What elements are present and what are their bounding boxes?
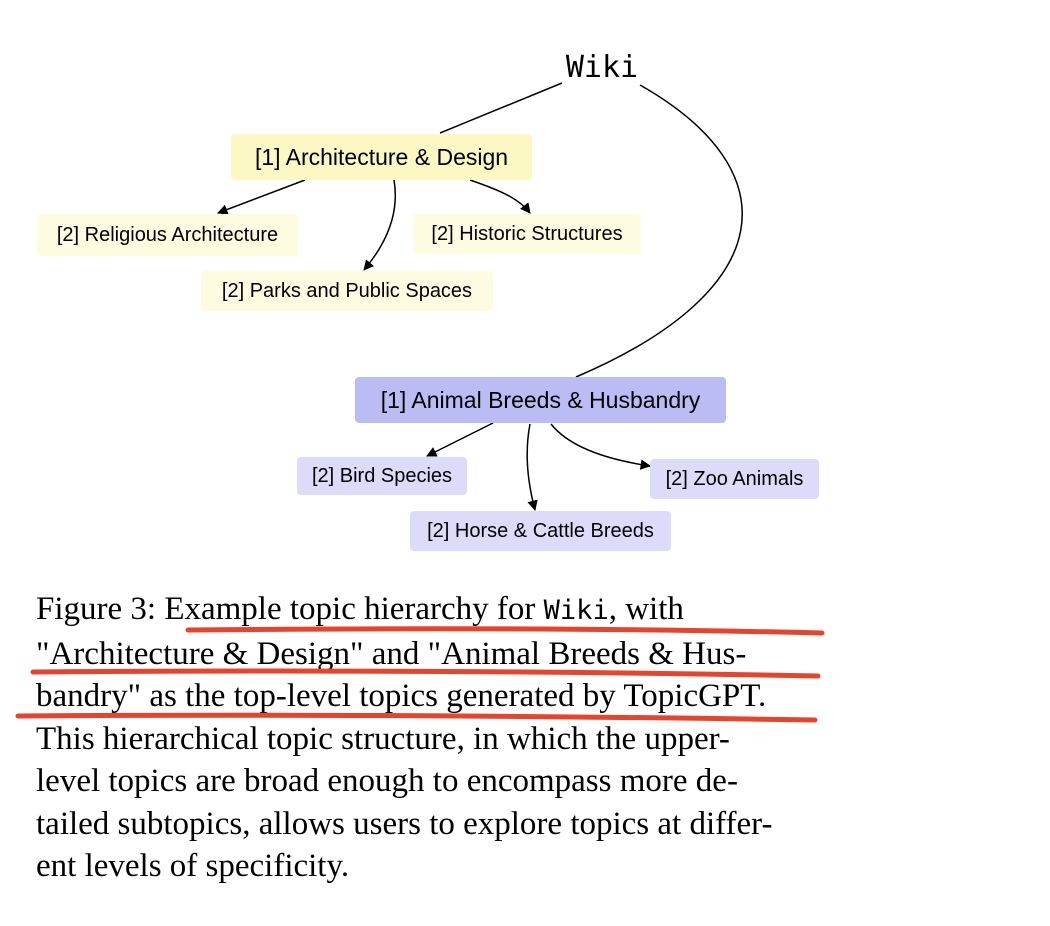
- edge-architecture-to-religious: [217, 179, 306, 215]
- caption-line: tailed subtopics, allows users to explor…: [36, 805, 773, 842]
- subtopic-zoo-animals: [2] Zoo Animals: [650, 459, 819, 499]
- caption-line: ent levels of specificity.: [36, 848, 350, 884]
- subtopic-bird-species: [2] Bird Species: [297, 457, 467, 495]
- edge-animal-to-horse: [526, 423, 538, 512]
- caption-line: "Architecture & Design" and "Animal Bree…: [36, 635, 747, 672]
- edge-animal-to-zoo: [550, 423, 652, 470]
- root-node-label: Wiki: [565, 50, 639, 85]
- subtopic-religious-architecture: [2] Religious Architecture: [37, 214, 298, 256]
- caption-line: Figure 3: Example topic hierarchy for Wi…: [36, 591, 684, 627]
- caption-line: bandry" as the top-level topics generate…: [36, 678, 767, 714]
- edge-animal-to-bird: [426, 422, 494, 457]
- subtopic-historic-structures: [2] Historic Structures: [413, 214, 641, 254]
- edge-architecture-to-historic: [469, 179, 531, 214]
- topic-architecture-design: [1] Architecture & Design: [231, 134, 532, 180]
- edge-root-to-architecture: [439, 82, 563, 134]
- edge-architecture-to-parks: [363, 179, 397, 271]
- edge-root-to-animal: [575, 84, 743, 378]
- figure-caption: Figure 3: Example topic hierarchy for Wi…: [36, 588, 824, 888]
- caption-line: level topics are broad enough to encompa…: [36, 763, 738, 799]
- subtopic-horse-cattle-breeds: [2] Horse & Cattle Breeds: [410, 511, 671, 551]
- subtopic-parks-public-spaces: [2] Parks and Public Spaces: [201, 271, 493, 311]
- caption-line: This hierarchical topic structure, in wh…: [36, 720, 730, 757]
- topic-animal-breeds-husbandry: [1] Animal Breeds & Husbandry: [355, 377, 726, 423]
